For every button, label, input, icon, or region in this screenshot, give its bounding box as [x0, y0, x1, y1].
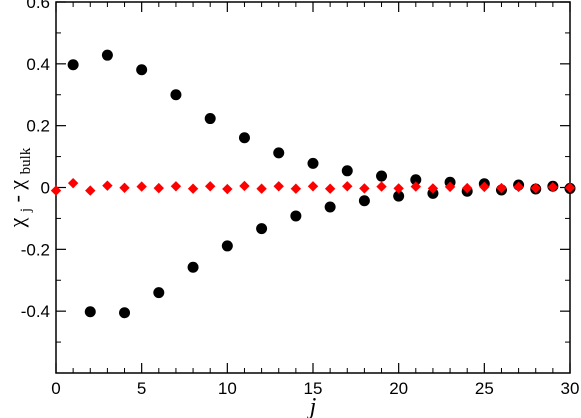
y-tick-label: 0.6 — [26, 0, 50, 12]
data-point-diamond — [496, 182, 507, 194]
y-tick-label: 0 — [41, 179, 50, 198]
data-point-diamond — [170, 181, 182, 192]
data-point-circle — [101, 49, 113, 61]
data-point-diamond — [376, 181, 387, 192]
data-point-circle — [204, 113, 216, 125]
x-tick-label: 10 — [218, 379, 237, 398]
data-point-circle — [358, 195, 370, 207]
data-point-circle — [290, 210, 302, 222]
data-point-circle — [67, 59, 79, 71]
y-label-sub-bulk: bulk — [18, 147, 34, 174]
data-point-diamond — [153, 182, 164, 194]
y-label-chi-1: χ — [4, 217, 29, 228]
data-point-circle — [341, 165, 353, 177]
data-point-diamond — [136, 181, 147, 192]
data-series — [50, 49, 576, 319]
data-point-circle — [187, 261, 199, 273]
x-tick-label: 5 — [137, 379, 146, 398]
data-point-circle — [170, 89, 182, 101]
data-point-diamond — [205, 181, 216, 192]
data-point-circle — [84, 306, 96, 318]
data-point-diamond — [290, 183, 302, 194]
data-point-circle — [410, 174, 422, 186]
data-point-diamond — [256, 183, 267, 194]
data-point-circle — [238, 132, 250, 144]
data-point-diamond — [479, 181, 490, 193]
data-point-diamond — [513, 181, 524, 193]
data-point-diamond — [359, 183, 370, 194]
data-point-circle — [119, 307, 131, 319]
data-point-circle — [256, 223, 268, 235]
data-point-circle — [307, 157, 319, 169]
x-axis-label: j — [307, 394, 317, 418]
y-label-minus: - — [4, 190, 29, 203]
data-point-circle — [393, 190, 405, 202]
y-label-chi-2: χ — [4, 180, 29, 191]
data-point-diamond — [119, 182, 130, 194]
data-point-diamond — [85, 185, 96, 196]
data-point-diamond — [324, 183, 336, 194]
data-point-circle — [324, 201, 336, 213]
data-point-circle — [136, 64, 148, 76]
data-point-circle — [221, 240, 233, 252]
data-point-diamond — [342, 181, 353, 192]
x-tick-label: 20 — [389, 379, 408, 398]
data-point-circle — [376, 170, 388, 182]
data-point-diamond — [307, 181, 319, 192]
data-point-diamond — [393, 183, 404, 194]
data-point-diamond — [462, 182, 473, 194]
data-point-diamond — [547, 181, 559, 193]
data-point-diamond — [222, 183, 233, 195]
data-point-diamond — [187, 183, 199, 194]
y-tick-label: -0.4 — [21, 302, 50, 321]
data-point-diamond — [530, 182, 541, 194]
data-point-diamond — [427, 183, 439, 194]
y-tick-label: 0.2 — [26, 117, 50, 136]
y-label-sub-j: j — [18, 208, 34, 213]
data-point-circle — [273, 147, 285, 159]
series-diamond — [50, 177, 576, 196]
data-point-diamond — [239, 180, 250, 192]
data-point-diamond — [564, 182, 576, 194]
data-point-diamond — [67, 177, 79, 189]
x-tick-label: 30 — [561, 379, 580, 398]
x-tick-label: 25 — [475, 379, 494, 398]
y-axis-ticks: -0.4 -0.2 0 0.2 0.4 0.6 — [21, 0, 570, 343]
x-tick-label: 0 — [51, 379, 60, 398]
data-point-diamond — [410, 181, 421, 192]
data-point-circle — [153, 287, 165, 299]
x-axis-ticks: 0 5 10 15 20 25 30 — [51, 2, 579, 398]
data-point-diamond — [444, 181, 456, 193]
y-axis-label: χ j - χ bulk — [4, 147, 35, 228]
data-point-diamond — [50, 185, 62, 196]
data-point-diamond — [273, 181, 284, 192]
y-tick-label: 0.4 — [26, 55, 50, 74]
x-tick-label: 15 — [304, 379, 323, 398]
y-tick-label: -0.2 — [21, 240, 50, 259]
data-point-diamond — [102, 180, 113, 191]
